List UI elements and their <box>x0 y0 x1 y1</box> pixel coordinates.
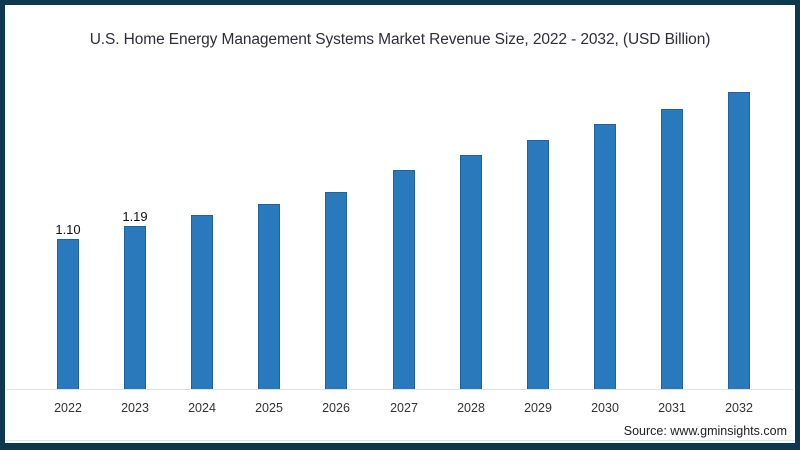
bar-value-label-2023: 1.19 <box>122 209 148 224</box>
plot-area: 1.10 2022 1.19 2023 2024 2025 2026 2027 2028 2029… <box>5 5 795 443</box>
bar-2027 <box>393 170 415 389</box>
bar-2029 <box>527 140 549 389</box>
x-tick-label-2029: 2029 <box>524 401 552 415</box>
bar-2025 <box>258 204 280 389</box>
bar-2028 <box>460 155 482 389</box>
x-tick-label-2025: 2025 <box>255 401 283 415</box>
x-tick-label-2024: 2024 <box>188 401 216 415</box>
x-tick-label-2031: 2031 <box>658 401 686 415</box>
x-tick-label-2028: 2028 <box>457 401 485 415</box>
bar-2024 <box>191 215 213 389</box>
bar-2022 <box>57 239 79 389</box>
bar-2032 <box>728 92 750 389</box>
bar-2031 <box>661 109 683 389</box>
x-tick-label-2026: 2026 <box>322 401 350 415</box>
x-tick-label-2030: 2030 <box>591 401 619 415</box>
footer-separator <box>5 440 795 441</box>
x-tick-label-2022: 2022 <box>54 401 82 415</box>
bar-2030 <box>594 124 616 389</box>
x-tick-label-2032: 2032 <box>725 401 753 415</box>
bar-2023 <box>124 226 146 389</box>
source-credit: Source: www.gminsights.com <box>623 424 787 438</box>
bar-value-label-2022: 1.10 <box>55 222 81 237</box>
x-tick-label-2023: 2023 <box>121 401 149 415</box>
x-tick-label-2027: 2027 <box>390 401 418 415</box>
x-axis-line <box>7 389 793 390</box>
bar-2026 <box>325 192 347 389</box>
chart-title: U.S. Home Energy Management Systems Mark… <box>89 31 711 48</box>
